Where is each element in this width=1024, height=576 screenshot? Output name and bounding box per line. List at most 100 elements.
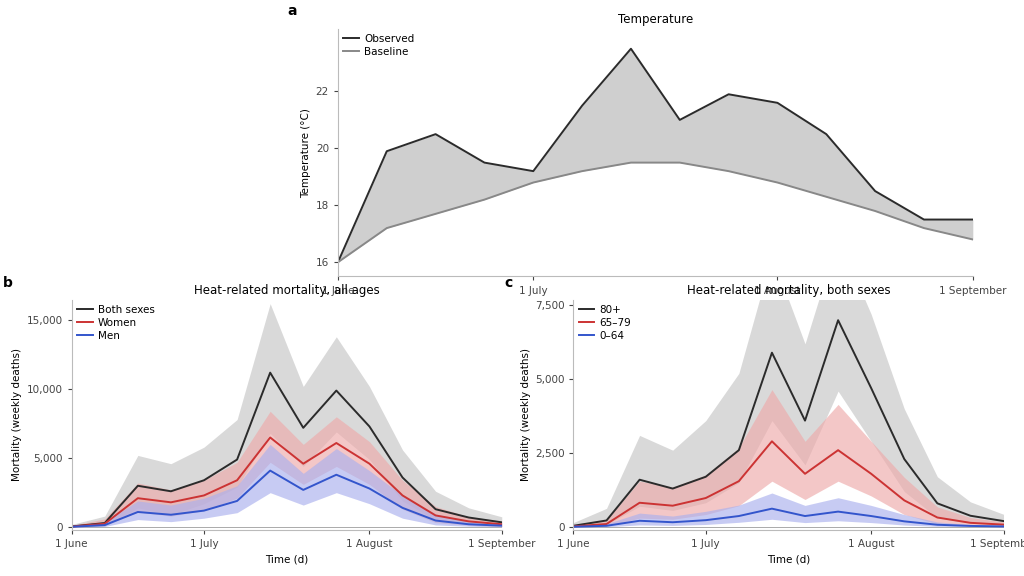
Observed <box>527 168 540 175</box>
0–64 <box>799 513 811 520</box>
Women <box>364 460 376 467</box>
0–64 <box>898 518 910 525</box>
Y-axis label: Temperature (°C): Temperature (°C) <box>301 108 311 198</box>
X-axis label: Time (d): Time (d) <box>634 301 677 311</box>
Baseline <box>575 168 588 175</box>
Women <box>66 523 78 530</box>
Observed <box>918 216 930 223</box>
Observed <box>575 102 588 109</box>
0–64 <box>567 523 580 530</box>
Both sexes <box>463 514 475 521</box>
Men <box>330 471 342 478</box>
Line: Both sexes: Both sexes <box>72 373 502 526</box>
Line: Women: Women <box>72 438 502 526</box>
80+ <box>766 349 778 356</box>
Baseline <box>820 194 833 200</box>
Men <box>429 517 441 524</box>
80+ <box>931 500 943 507</box>
Both sexes <box>429 506 441 513</box>
Women <box>429 512 441 519</box>
Baseline <box>674 159 686 166</box>
80+ <box>733 447 745 454</box>
Line: Observed: Observed <box>338 49 973 262</box>
Women <box>264 434 276 441</box>
Text: a: a <box>287 4 297 18</box>
0–64 <box>997 523 1010 530</box>
Men <box>165 511 177 518</box>
65–79 <box>733 478 745 484</box>
0–64 <box>965 522 977 529</box>
Women <box>463 518 475 525</box>
Title: Heat-related mortality, all ages: Heat-related mortality, all ages <box>194 284 380 297</box>
Men <box>297 487 309 494</box>
Y-axis label: Mortality (weekly deaths): Mortality (weekly deaths) <box>520 348 530 481</box>
Women <box>496 521 508 528</box>
Both sexes <box>264 369 276 376</box>
Men <box>364 485 376 492</box>
Both sexes <box>66 523 78 530</box>
Women <box>198 492 210 499</box>
Both sexes <box>231 456 244 463</box>
Baseline <box>381 225 393 232</box>
Men <box>132 509 144 516</box>
0–64 <box>766 505 778 512</box>
65–79 <box>634 499 646 506</box>
Both sexes <box>364 423 376 430</box>
Observed <box>429 131 441 138</box>
80+ <box>567 522 580 529</box>
Baseline <box>429 210 441 217</box>
80+ <box>965 512 977 519</box>
Line: Baseline: Baseline <box>338 162 973 262</box>
65–79 <box>898 497 910 504</box>
Observed <box>723 91 735 98</box>
Baseline <box>869 207 882 214</box>
80+ <box>898 456 910 463</box>
80+ <box>600 517 612 524</box>
0–64 <box>600 522 612 529</box>
Legend: Observed, Baseline: Observed, Baseline <box>343 34 415 57</box>
65–79 <box>567 523 580 530</box>
Women <box>98 520 111 527</box>
Observed <box>332 259 344 266</box>
Both sexes <box>330 387 342 394</box>
X-axis label: Time (d): Time (d) <box>767 555 810 564</box>
Baseline <box>918 225 930 232</box>
Women <box>297 460 309 467</box>
Title: Heat-related mortality, both sexes: Heat-related mortality, both sexes <box>687 284 890 297</box>
Women <box>132 495 144 502</box>
Text: c: c <box>505 276 513 290</box>
Baseline <box>527 179 540 186</box>
Line: 65–79: 65–79 <box>573 441 1004 526</box>
Observed <box>771 100 783 107</box>
Observed <box>478 159 490 166</box>
0–64 <box>733 513 745 520</box>
80+ <box>699 473 712 480</box>
Both sexes <box>496 519 508 526</box>
Observed <box>967 216 979 223</box>
Observed <box>674 116 686 123</box>
0–64 <box>699 517 712 524</box>
65–79 <box>667 502 679 509</box>
0–64 <box>667 519 679 526</box>
Baseline <box>478 196 490 203</box>
65–79 <box>600 521 612 528</box>
Women <box>330 439 342 446</box>
0–64 <box>634 517 646 524</box>
Women <box>231 477 244 484</box>
Title: Temperature: Temperature <box>617 13 693 26</box>
65–79 <box>799 471 811 478</box>
X-axis label: Time (d): Time (d) <box>265 555 308 564</box>
65–79 <box>831 447 844 454</box>
Line: 0–64: 0–64 <box>573 509 1004 526</box>
65–79 <box>766 438 778 445</box>
Men <box>264 467 276 474</box>
Men <box>98 522 111 529</box>
Line: Men: Men <box>72 471 502 526</box>
Legend: 80+, 65–79, 0–64: 80+, 65–79, 0–64 <box>579 305 631 341</box>
Baseline <box>771 179 783 186</box>
Observed <box>381 148 393 155</box>
Legend: Both sexes, Women, Men: Both sexes, Women, Men <box>77 305 155 341</box>
Both sexes <box>132 482 144 489</box>
Observed <box>869 188 882 195</box>
Women <box>396 492 409 499</box>
